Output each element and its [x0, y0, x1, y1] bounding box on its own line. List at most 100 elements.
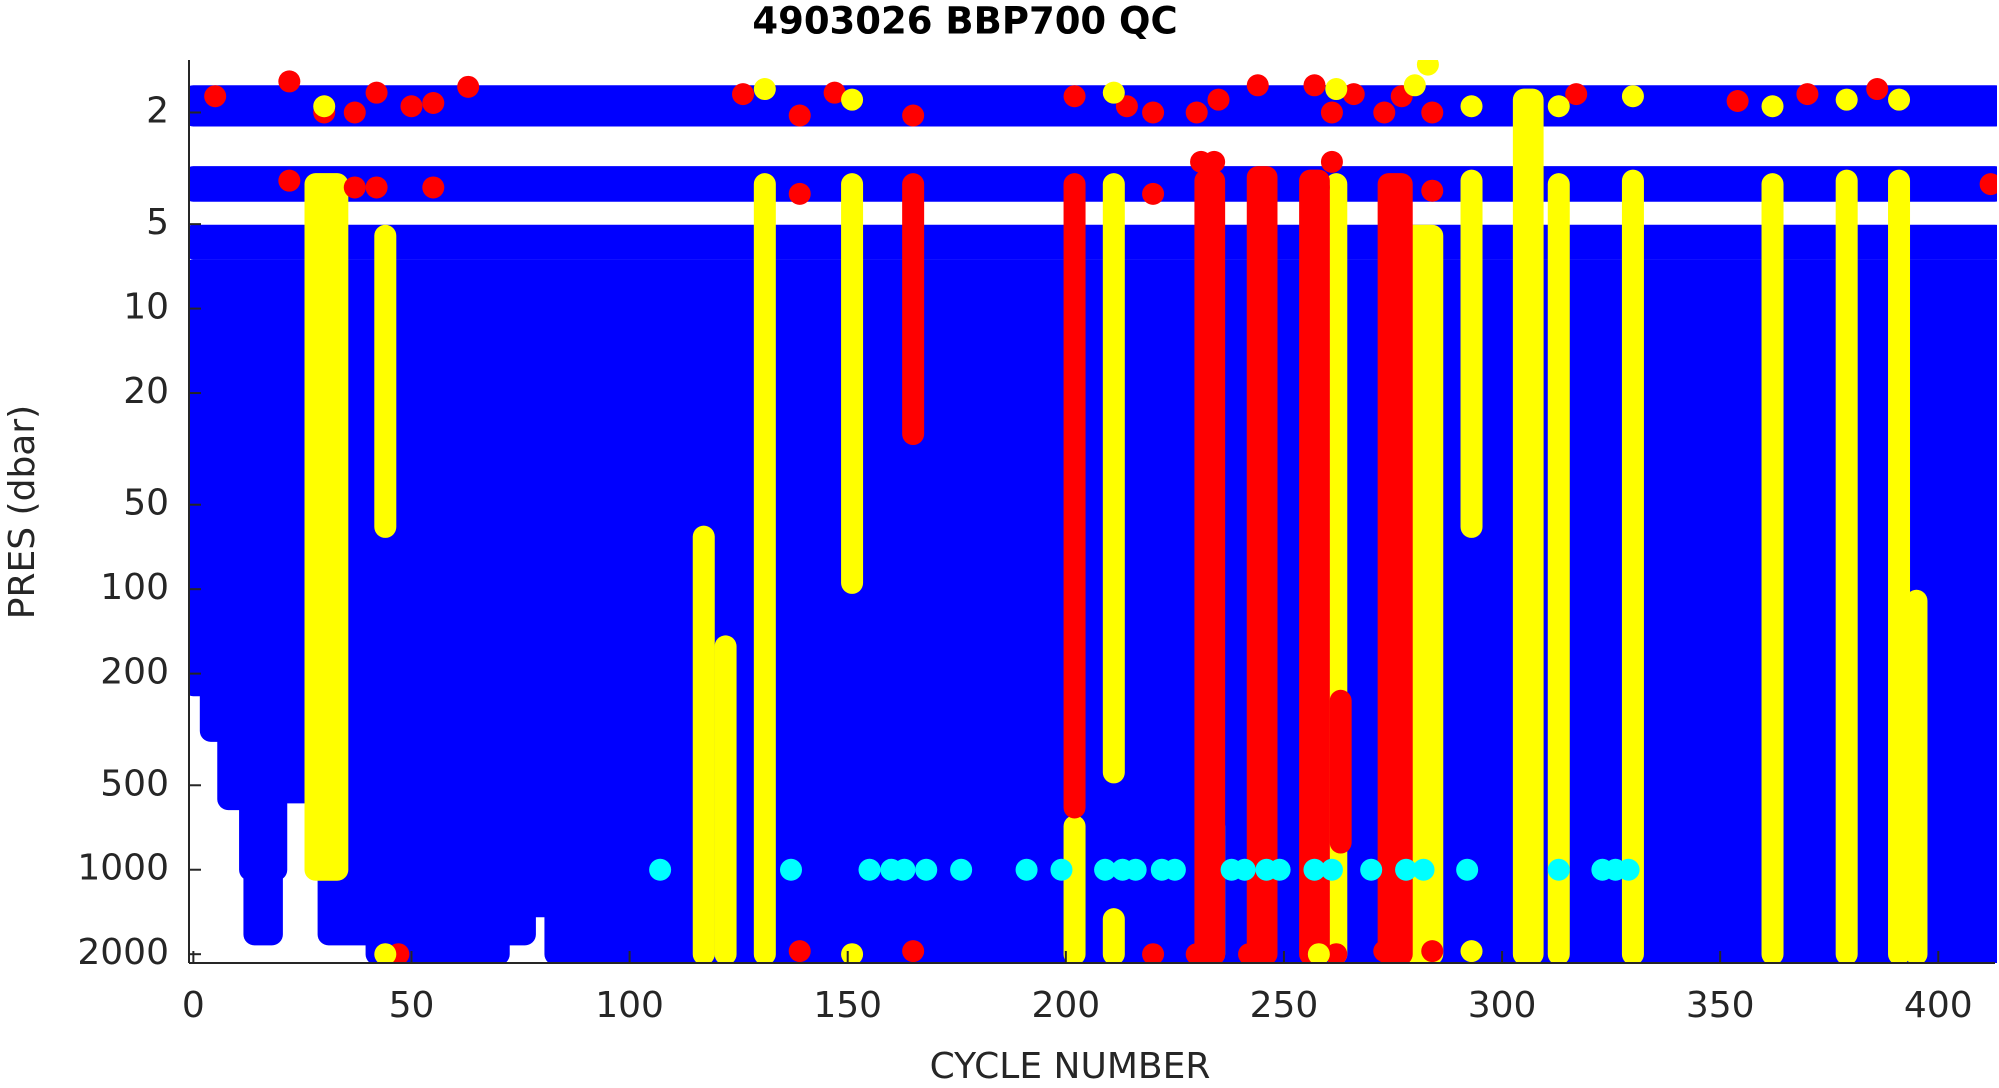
profile-strip	[189, 224, 1997, 260]
profile-strip	[841, 173, 864, 594]
point	[1115, 95, 1138, 118]
point	[1979, 173, 1997, 196]
profile-strip	[1905, 589, 1928, 963]
point	[278, 70, 301, 93]
point	[1203, 943, 1226, 963]
profile-strip	[753, 173, 776, 963]
x-tick-label: 400	[1904, 985, 1973, 1026]
point	[1124, 858, 1147, 881]
point	[858, 858, 881, 881]
point	[1342, 83, 1365, 106]
point	[1866, 78, 1889, 101]
point	[1142, 101, 1165, 124]
point	[649, 858, 672, 881]
profile-strip	[189, 166, 1997, 202]
y-tick-label: 1000	[77, 848, 169, 889]
y-tick-label: 200	[100, 652, 169, 693]
profile-strip	[189, 85, 1997, 127]
point	[204, 85, 227, 108]
profile-strip	[189, 259, 1997, 294]
point	[1233, 858, 1256, 881]
profile-strip	[1063, 815, 1086, 963]
profile-strip	[1102, 908, 1125, 963]
point	[915, 858, 938, 881]
point	[1416, 60, 1439, 76]
point	[1412, 858, 1435, 881]
point	[1621, 85, 1644, 108]
point	[365, 81, 388, 104]
point	[400, 95, 423, 118]
profile-strip	[902, 173, 925, 446]
x-axis-label: CYCLE NUMBER	[930, 1046, 1211, 1087]
point	[1617, 858, 1640, 881]
profile-strip	[1194, 169, 1226, 963]
y-tick-label: 500	[100, 763, 169, 804]
point	[1320, 858, 1343, 881]
y-tick-label: 2	[146, 90, 169, 131]
point	[753, 78, 776, 101]
point	[1421, 101, 1444, 124]
profile-strip	[1102, 173, 1125, 784]
point	[1888, 88, 1911, 111]
point	[1796, 83, 1819, 106]
y-tick-label: 50	[123, 483, 169, 524]
point	[1547, 95, 1570, 118]
point	[1063, 176, 1086, 199]
profile-strip	[1835, 169, 1858, 963]
point	[1246, 74, 1269, 97]
point	[1547, 858, 1570, 881]
x-tick-label: 350	[1686, 985, 1755, 1026]
point	[732, 83, 755, 106]
x-tick-label: 50	[389, 985, 435, 1026]
point	[1395, 858, 1418, 881]
point	[1456, 858, 1479, 881]
point	[1203, 150, 1226, 173]
x-tick-label: 150	[813, 985, 882, 1026]
point	[1761, 95, 1784, 118]
x-tick-label: 100	[595, 985, 664, 1026]
profile-strip	[374, 224, 397, 538]
profile-strip	[1299, 169, 1330, 963]
point	[902, 940, 925, 963]
point	[1102, 81, 1125, 104]
point	[1325, 78, 1348, 101]
plot-area	[189, 60, 1997, 963]
point	[1063, 85, 1086, 108]
point	[343, 176, 366, 199]
point	[1094, 858, 1117, 881]
point	[1403, 74, 1426, 97]
point	[1255, 173, 1278, 196]
profile-strip	[1512, 88, 1544, 963]
point	[902, 104, 925, 127]
point	[893, 858, 916, 881]
profile-strip	[1761, 173, 1784, 963]
point	[823, 81, 846, 104]
profile-strip	[304, 173, 349, 881]
point	[780, 858, 802, 881]
point	[1303, 858, 1326, 881]
y-tick-label: 5	[146, 202, 169, 243]
point	[1421, 179, 1444, 202]
point	[1050, 858, 1073, 881]
point	[1303, 74, 1326, 97]
point	[1320, 150, 1343, 173]
point	[1207, 88, 1230, 111]
x-tick-label: 250	[1250, 985, 1319, 1026]
profile-strip	[1063, 173, 1086, 819]
point	[950, 858, 973, 881]
profile-strip	[1888, 169, 1911, 963]
profile-strip	[1377, 173, 1413, 963]
point	[457, 75, 480, 98]
point	[422, 176, 445, 199]
point	[1320, 101, 1343, 124]
profile-strip	[1547, 173, 1570, 963]
profile-strip	[1621, 169, 1644, 963]
point	[1373, 940, 1396, 963]
point	[1835, 88, 1858, 111]
point	[1163, 858, 1186, 881]
axes: 0 50 100 150 200 250 300 350 400 2 5 10 20 50 100 200 50…	[77, 60, 1995, 1026]
x-tick-label: 300	[1468, 985, 1537, 1026]
y-axis-label: PRES (dbar)	[2, 405, 43, 619]
point	[1421, 940, 1444, 963]
